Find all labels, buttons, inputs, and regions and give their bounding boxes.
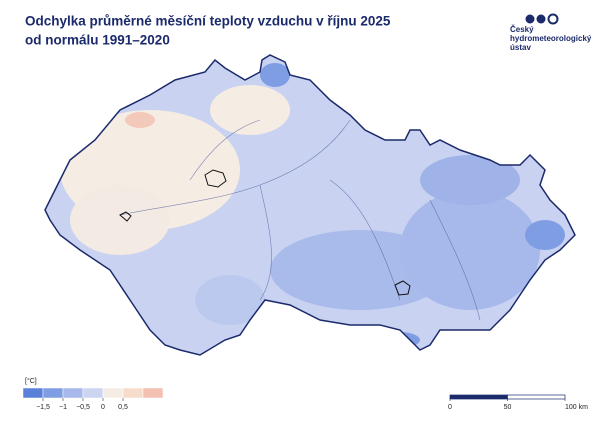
- scale-tick-label: 50: [504, 404, 512, 411]
- scale-segment: [449, 394, 508, 400]
- legend-tick-label: 0: [101, 404, 105, 411]
- legend-swatch: [122, 387, 144, 399]
- legend-swatch: [22, 387, 44, 399]
- logo-mark: [525, 13, 559, 25]
- legend-swatch: [42, 387, 64, 399]
- legend-tick-label: 0,5: [118, 404, 128, 411]
- legend-swatch: [62, 387, 84, 399]
- legend: −1,5 −1 −0,5 0 0,5: [22, 387, 164, 411]
- scale-segment: [507, 394, 566, 400]
- legend-swatch: [142, 387, 164, 399]
- legend-swatch: [102, 387, 124, 399]
- legend-tick-label: −1: [59, 404, 67, 411]
- logo-text: hydrometeorologický: [510, 34, 592, 43]
- logo-text: Český: [510, 25, 534, 34]
- scale-bar: 0 50 100 km: [448, 394, 588, 411]
- scale-tick-label: 0: [448, 404, 452, 411]
- legend-tick-label: −0,5: [76, 404, 90, 411]
- title-line: od normálu 1991–2020: [25, 33, 170, 48]
- legend-tick-label: −1,5: [36, 404, 50, 411]
- title-line: Odchylka průměrné měsíční teploty vzduch…: [25, 14, 391, 29]
- scale-tick-label: 100 km: [565, 404, 588, 411]
- legend-swatch: [82, 387, 104, 399]
- logo-text: ústav: [510, 43, 531, 52]
- map: [45, 55, 575, 355]
- legend-unit: [°C]: [25, 377, 37, 385]
